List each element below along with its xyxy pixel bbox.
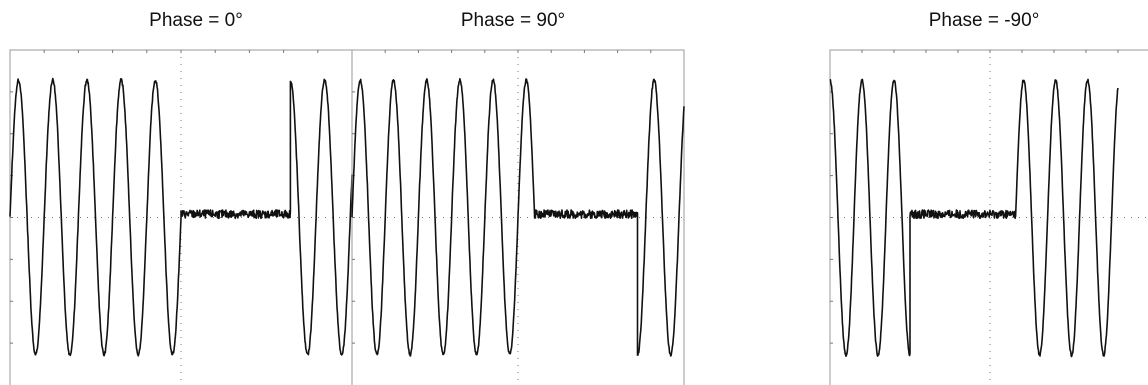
scope-panel-1 — [351, 49, 685, 385]
chart-title-phase-minus-90: Phase = -90° — [928, 10, 1040, 31]
waveform-trace-0 — [829, 78, 1119, 358]
scope-panel-0 — [9, 49, 353, 385]
chart-title-phase-90: Phase = 90° — [460, 10, 566, 31]
chart-title-phase-0: Phase = 0° — [149, 10, 243, 31]
waveform-trace-0 — [9, 77, 353, 357]
scope-panel-2 — [829, 49, 1148, 385]
waveform-trace-0 — [351, 78, 685, 357]
